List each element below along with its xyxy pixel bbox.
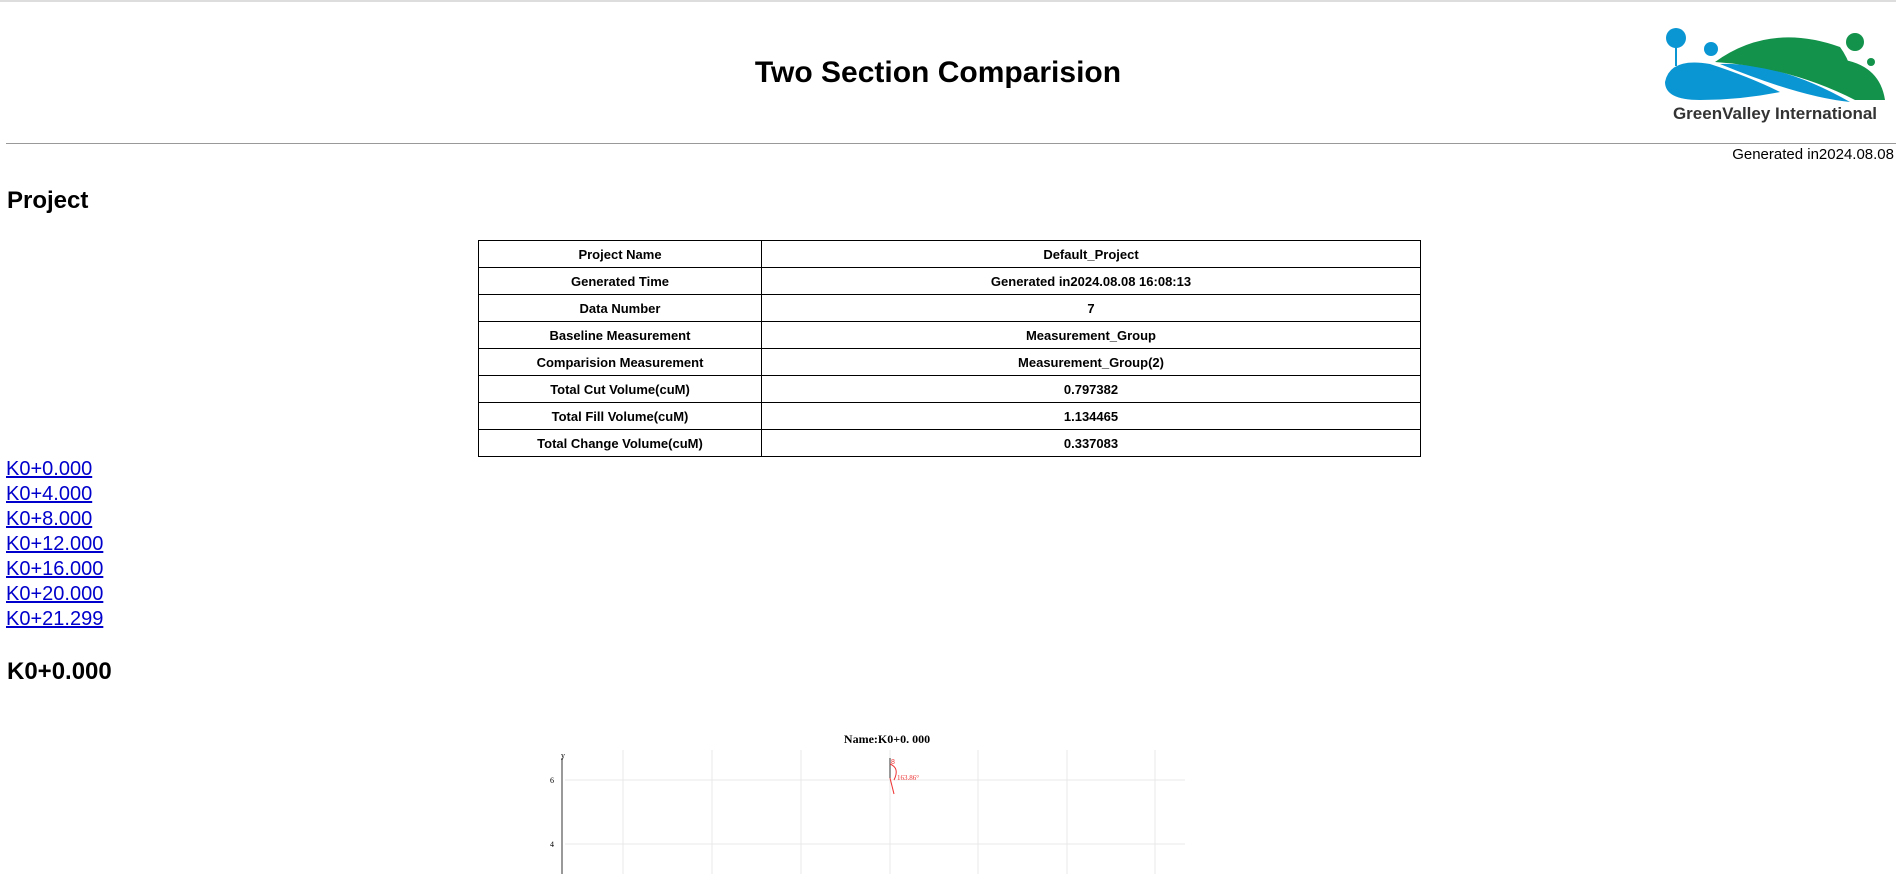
top-border xyxy=(0,0,1896,2)
greenvalley-logo: GreenValley International xyxy=(1660,22,1890,128)
section-chart: Name:K0+0. 000 y 6 4 8 163.86° xyxy=(535,728,1185,879)
table-row: Data Number 7 xyxy=(478,294,1421,322)
y-axis-label: y xyxy=(561,751,565,760)
row-value: Measurement_Group xyxy=(761,321,1421,349)
project-heading: Project xyxy=(7,187,89,214)
table-row: Total Cut Volume(cuM) 0.797382 xyxy=(478,375,1421,403)
header-divider xyxy=(6,143,1896,144)
point-marker: 8 xyxy=(891,759,895,766)
row-value: Measurement_Group(2) xyxy=(761,348,1421,376)
row-label: Generated Time xyxy=(478,267,762,295)
table-row: Total Fill Volume(cuM) 1.134465 xyxy=(478,402,1421,430)
angle-arc xyxy=(889,763,897,781)
row-label: Data Number xyxy=(478,294,762,322)
row-label: Baseline Measurement xyxy=(478,321,762,349)
section-heading: K0+0.000 xyxy=(7,658,112,685)
project-table: Project Name Default_Project Generated Tim… xyxy=(478,240,1421,457)
y-tick: 6 xyxy=(550,776,554,785)
section-link[interactable]: K0+0.000 xyxy=(6,458,93,480)
table-row: Project Name Default_Project xyxy=(478,240,1421,268)
row-label: Comparision Measurement xyxy=(478,348,762,376)
row-value: Generated in2024.08.08 16:08:13 xyxy=(761,267,1421,295)
row-label: Total Cut Volume(cuM) xyxy=(478,375,762,403)
row-value: 7 xyxy=(761,294,1421,322)
section-link[interactable]: K0+16.000 xyxy=(6,558,104,580)
section-link[interactable]: K0+21.299 xyxy=(6,608,104,630)
page-title: Two Section Comparision xyxy=(754,56,1122,89)
section-link[interactable]: K0+4.000 xyxy=(6,483,93,505)
section-link[interactable]: K0+20.000 xyxy=(6,583,104,605)
table-row: Comparision Measurement Measurement_Group… xyxy=(478,348,1421,376)
section-link[interactable]: K0+8.000 xyxy=(6,508,93,530)
table-row: Total Change Volume(cuM) 0.337083 xyxy=(478,429,1421,457)
table-row: Baseline Measurement Measurement_Group xyxy=(478,321,1421,349)
row-label: Total Change Volume(cuM) xyxy=(478,429,762,457)
table-row: Generated Time Generated in2024.08.08 16:… xyxy=(478,267,1421,295)
logo-text: GreenValley International xyxy=(1673,104,1877,123)
row-value: 1.134465 xyxy=(761,402,1421,430)
chart-title: Name:K0+0. 000 xyxy=(844,732,930,746)
section-link[interactable]: K0+12.000 xyxy=(6,533,104,555)
row-label: Total Fill Volume(cuM) xyxy=(478,402,762,430)
angle-label: 163.86° xyxy=(897,774,919,782)
generated-date: Generated in2024.08.08 xyxy=(1732,146,1894,163)
row-value: 0.337083 xyxy=(761,429,1421,457)
row-value: Default_Project xyxy=(761,240,1421,268)
row-label: Project Name xyxy=(478,240,762,268)
row-value: 0.797382 xyxy=(761,375,1421,403)
y-tick: 4 xyxy=(550,840,554,849)
section-line-red xyxy=(889,777,895,795)
section-links: K0+0.000 K0+4.000 K0+8.000 K0+12.000 K0+16.0… xyxy=(6,457,103,632)
